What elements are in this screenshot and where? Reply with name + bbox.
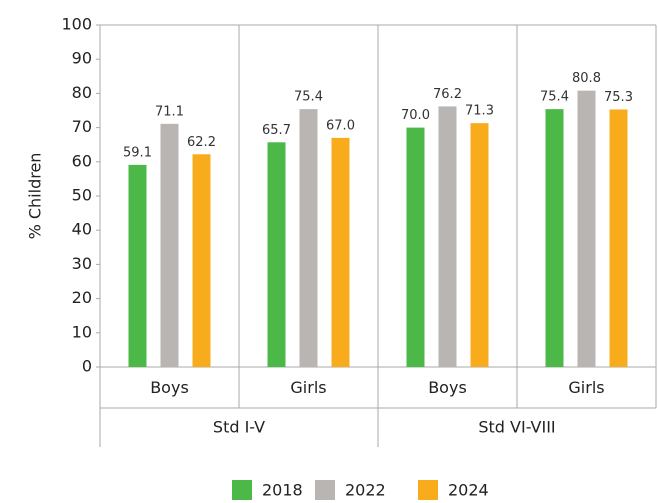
x-tick-label: Girls — [568, 378, 604, 397]
bar — [406, 127, 425, 367]
value-label: 59.1 — [123, 145, 152, 160]
y-tick-label: 100 — [61, 15, 92, 34]
y-tick-label: 60 — [72, 151, 92, 170]
x-tick-label: Boys — [150, 378, 189, 397]
value-label: 70.0 — [401, 108, 430, 123]
y-tick-label: 90 — [72, 49, 92, 68]
category-group-label: Std VI-VIII — [478, 418, 555, 437]
bar — [160, 123, 179, 367]
value-label: 76.2 — [433, 87, 462, 102]
y-tick-label: 30 — [72, 254, 92, 273]
bar — [545, 109, 564, 367]
value-label: 65.7 — [262, 123, 291, 138]
bar — [331, 137, 350, 367]
y-tick-label: 10 — [72, 322, 92, 341]
category-group-label: Std I-V — [213, 418, 265, 437]
x-tick-label: Girls — [290, 378, 326, 397]
value-label: 80.8 — [572, 71, 601, 86]
legend-swatch — [418, 480, 438, 500]
y-tick-label: 80 — [72, 83, 92, 102]
bar — [609, 109, 628, 367]
bar — [192, 154, 211, 367]
y-tick-label: 0 — [82, 357, 92, 376]
y-tick-label: 70 — [72, 117, 92, 136]
value-label: 71.3 — [465, 104, 494, 119]
y-tick-label: 40 — [72, 220, 92, 239]
bar — [470, 123, 489, 368]
legend-swatch — [315, 480, 335, 500]
value-label: 67.0 — [326, 118, 355, 133]
value-label: 75.4 — [540, 90, 569, 105]
y-tick-label: 20 — [72, 288, 92, 307]
legend-label: 2022 — [345, 481, 386, 500]
bar — [267, 142, 286, 367]
value-label: 62.2 — [187, 135, 216, 150]
bar — [299, 109, 318, 367]
value-label: 71.1 — [155, 104, 184, 119]
legend-label: 2024 — [448, 481, 489, 500]
bar — [438, 106, 457, 368]
y-tick-label: 50 — [72, 186, 92, 205]
legend-label: 2018 — [262, 481, 303, 500]
bar — [128, 164, 147, 367]
legend-swatch — [232, 480, 252, 500]
value-label: 75.4 — [294, 90, 323, 105]
x-tick-label: Boys — [428, 378, 467, 397]
bar — [577, 90, 596, 367]
value-label: 75.3 — [604, 90, 633, 105]
y-axis-label: % Children — [26, 153, 45, 240]
